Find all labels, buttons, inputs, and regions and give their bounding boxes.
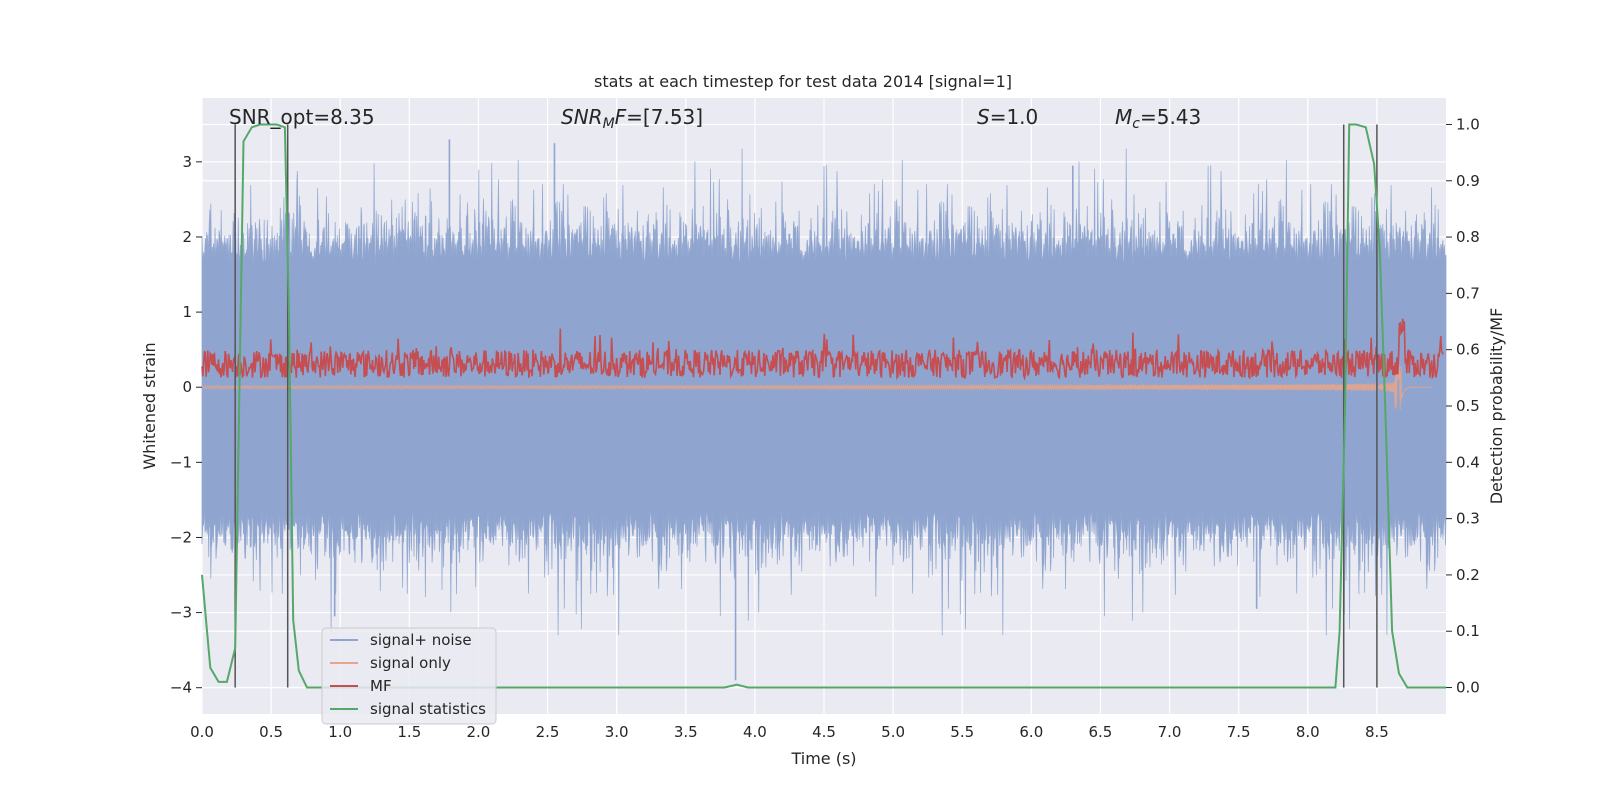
legend-box <box>321 627 497 725</box>
y-left-tick-label: −1 <box>170 453 192 471</box>
annotation-snr-mf-subscript: M <box>603 116 615 132</box>
x-tick-label: 2.5 <box>536 723 560 741</box>
y-right-tick-label: 1.0 <box>1456 115 1480 133</box>
annotation-mc-subscript: c <box>1132 116 1140 132</box>
y-left-tick-label: 0 <box>182 378 192 396</box>
annotation-snr-mf: SNRMF=[7.53] <box>561 105 703 132</box>
y-left-tick-label: 3 <box>182 153 192 171</box>
mf-series <box>201 318 1444 381</box>
x-axis-label: Time (s) <box>790 749 856 768</box>
x-tick-label: 7.5 <box>1227 723 1251 741</box>
signal-only-series <box>201 364 1433 410</box>
signal-statistics-line <box>201 123 1446 689</box>
mf-line <box>201 318 1444 381</box>
signal-only-line <box>201 364 1433 410</box>
x-tick-label: 4.5 <box>812 723 836 741</box>
y-right-tick-label: 0.5 <box>1456 397 1480 415</box>
y-right-tick-label: 0.0 <box>1456 679 1480 697</box>
x-tick-label: 6.0 <box>1019 723 1043 741</box>
annotation-snr-mf-value: =[7.53] <box>626 105 703 129</box>
x-tick-label: 1.5 <box>397 723 421 741</box>
y-left-tick-label: −3 <box>170 604 192 622</box>
x-tick-label: 3.0 <box>605 723 629 741</box>
signal-noise-series <box>201 139 1447 681</box>
signal-noise-band <box>201 148 1447 636</box>
annotation-snr-mf-symbol2: F <box>615 105 627 129</box>
legend: signal+ noise signal only MF signal stat… <box>321 627 497 725</box>
signal-statistics-series <box>201 123 1446 689</box>
y-right-tick-label: 0.8 <box>1456 228 1480 246</box>
y-left-axis-ticks: −4 −3 −2 −1 0 1 2 3 <box>170 153 202 697</box>
x-tick-label: 8.0 <box>1296 723 1320 741</box>
legend-label-signal-only: signal only <box>370 654 451 672</box>
annotation-s: S=1.0 <box>977 105 1038 129</box>
chart-title: stats at each timestep for test data 201… <box>594 72 1012 91</box>
x-tick-label: 8.5 <box>1365 723 1389 741</box>
x-tick-label: 7.0 <box>1158 723 1182 741</box>
legend-label-signal-statistics: signal statistics <box>370 700 486 718</box>
y-right-tick-label: 0.1 <box>1456 622 1480 640</box>
legend-label-mf: MF <box>370 677 392 695</box>
y-left-tick-label: 2 <box>182 228 192 246</box>
annotation-mc-value: =5.43 <box>1140 105 1201 129</box>
y-right-tick-label: 0.6 <box>1456 341 1480 359</box>
annotation-s-value: =1.0 <box>990 105 1039 129</box>
x-tick-label: 5.5 <box>950 723 974 741</box>
x-tick-label: 0.0 <box>190 723 214 741</box>
annotation-s-symbol: S <box>977 105 990 129</box>
y-right-tick-label: 0.4 <box>1456 453 1480 471</box>
x-tick-label: 6.5 <box>1089 723 1113 741</box>
x-tick-label: 1.0 <box>328 723 352 741</box>
annotation-snr-mf-symbol: SNR <box>561 105 603 129</box>
y-right-tick-label: 0.7 <box>1456 284 1480 302</box>
y-left-tick-label: −4 <box>170 679 192 697</box>
x-tick-label: 4.0 <box>743 723 767 741</box>
y-right-tick-label: 0.2 <box>1456 566 1480 584</box>
x-tick-label: 3.5 <box>674 723 698 741</box>
y-left-tick-label: 1 <box>182 303 192 321</box>
y-left-tick-label: −2 <box>170 528 192 546</box>
x-tick-label: 5.0 <box>881 723 905 741</box>
y-right-tick-label: 0.9 <box>1456 172 1480 190</box>
y-right-tick-label: 0.3 <box>1456 510 1480 528</box>
y-left-axis-label: Whitened strain <box>140 342 159 469</box>
x-axis-ticks: 0.0 0.5 1.0 1.5 2.0 2.5 3.0 3.5 4.0 4.5 5.0 5.5 6.0 6… <box>190 723 1389 741</box>
annotation-snr-opt: SNR_opt=8.35 <box>229 105 375 129</box>
legend-label-signal-noise: signal+ noise <box>370 631 472 649</box>
y-right-axis-label: Detection probability/MF <box>1487 308 1506 505</box>
annotation-mc-symbol: M <box>1115 105 1132 129</box>
annotation-mc: Mc=5.43 <box>1115 105 1201 132</box>
x-tick-label: 0.5 <box>259 723 283 741</box>
y-right-axis-ticks: 0.0 0.1 0.2 0.3 0.4 0.5 0.6 0.7 0.8 0.9 1.0 <box>1446 115 1480 697</box>
x-tick-label: 2.0 <box>467 723 491 741</box>
